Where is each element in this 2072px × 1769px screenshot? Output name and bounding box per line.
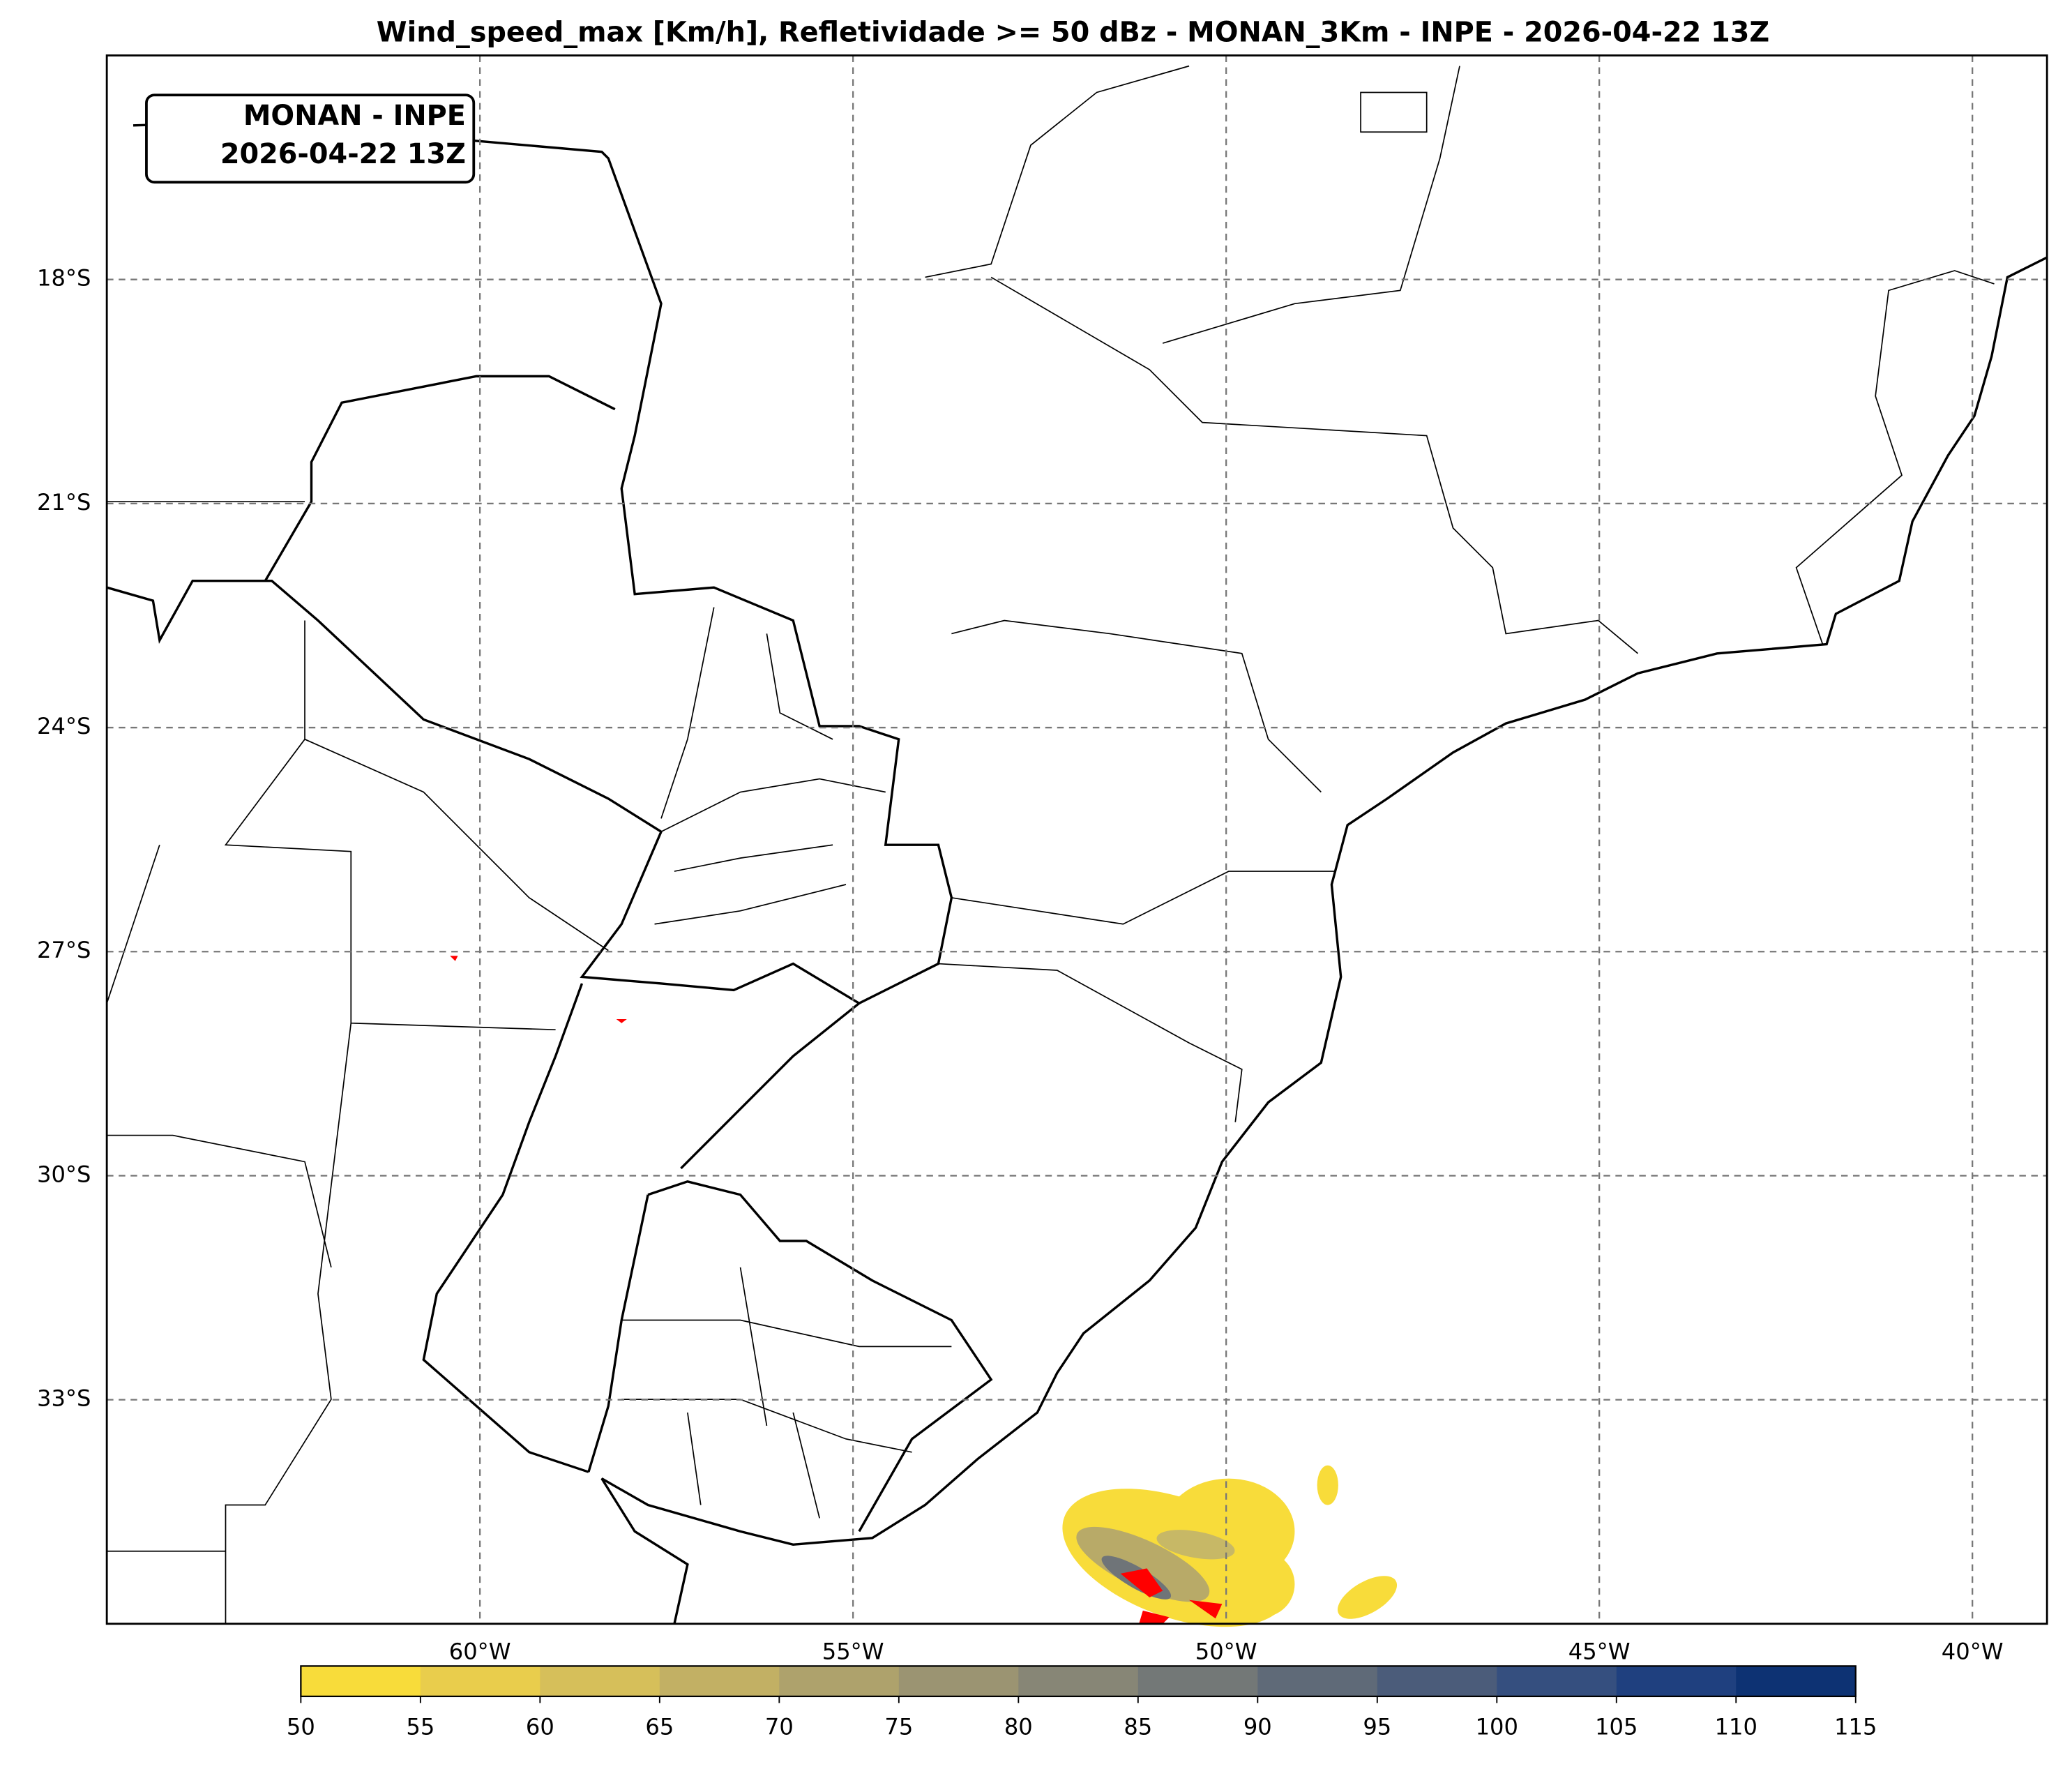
grid xyxy=(107,55,2048,1624)
border-line xyxy=(264,375,993,1533)
lat-tick-label: 21°S xyxy=(37,489,91,515)
lon-tick-label: 40°W xyxy=(1942,1638,2004,1664)
state-border xyxy=(106,65,1995,1624)
colorbar-bin xyxy=(301,1666,421,1696)
colorbar-bin xyxy=(1257,1666,1378,1696)
colorbar-bin xyxy=(659,1666,780,1696)
wind-area xyxy=(1317,1465,1338,1505)
wind-area xyxy=(1076,1526,1210,1602)
colorbar-tick-label: 115 xyxy=(1834,1713,1877,1740)
colorbar-tick-label: 55 xyxy=(406,1713,434,1740)
map-frame xyxy=(105,54,2048,1625)
colorbar-tick-label: 75 xyxy=(884,1713,913,1740)
colorbar: 50 55 60 65 70 75 80 85 90 95 100 105 110 115 xyxy=(287,1665,1877,1740)
lon-tick-label: 50°W xyxy=(1195,1638,1257,1664)
lat-tick-label: 33°S xyxy=(37,1385,91,1412)
colorbar-bin xyxy=(1137,1666,1259,1696)
land xyxy=(106,65,2048,1625)
colorbar-tick-label: 95 xyxy=(1363,1713,1391,1740)
lat-tick-label: 18°S xyxy=(37,265,91,292)
coastline xyxy=(600,256,2048,1625)
colorbar-tick-label: 85 xyxy=(1124,1713,1152,1740)
colorbar-bin xyxy=(1736,1666,1857,1696)
wind-area xyxy=(1156,1530,1235,1560)
colorbar-bin xyxy=(898,1666,1020,1696)
border-line xyxy=(106,117,953,1005)
lon-tick-label: 60°W xyxy=(449,1638,511,1664)
wind-area xyxy=(1228,1551,1295,1618)
colorbar-bin xyxy=(540,1666,660,1696)
wind-field xyxy=(450,956,1398,1627)
colorbar-tick-label: 50 xyxy=(287,1713,315,1740)
colorbar-tick-label: 110 xyxy=(1715,1713,1757,1740)
colorbar-bin xyxy=(420,1666,541,1696)
colorbar-bin xyxy=(1616,1666,1737,1696)
colorbar-tick-label: 100 xyxy=(1476,1713,1518,1740)
colorbar-bin xyxy=(1018,1666,1139,1696)
map-area xyxy=(107,55,2048,1624)
colorbar-tick-label: 90 xyxy=(1243,1713,1272,1740)
colorbar-tick-label: 105 xyxy=(1595,1713,1638,1740)
lat-tick-label: 30°S xyxy=(37,1161,91,1187)
lon-tick-label: 55°W xyxy=(822,1638,884,1664)
wind-area xyxy=(1338,1576,1398,1619)
lat-tick-label: 24°S xyxy=(37,713,91,739)
colorbar-tick-label: 80 xyxy=(1004,1713,1033,1740)
title: Wind_speed_max [Km/h], Refletividade >= … xyxy=(377,17,1769,49)
label-box: MONAN - INPE 2026-04-22 13Z xyxy=(145,93,476,184)
colorbar-tick-label: 70 xyxy=(765,1713,794,1740)
label-box-frame xyxy=(145,93,476,184)
colorbar-bin xyxy=(1377,1666,1498,1696)
label-line: MONAN - INPE xyxy=(243,100,466,132)
colorbar-frame xyxy=(300,1665,1857,1698)
colorbar-bin xyxy=(779,1666,900,1696)
colorbar-bin xyxy=(1497,1666,1617,1696)
colorbar-tick-label: 60 xyxy=(526,1713,554,1740)
lat-tick-label: 27°S xyxy=(37,937,91,963)
label-line: 2026-04-22 13Z xyxy=(220,138,466,170)
lon-tick-label: 45°W xyxy=(1568,1638,1631,1664)
colorbar-tick-label: 65 xyxy=(645,1713,674,1740)
